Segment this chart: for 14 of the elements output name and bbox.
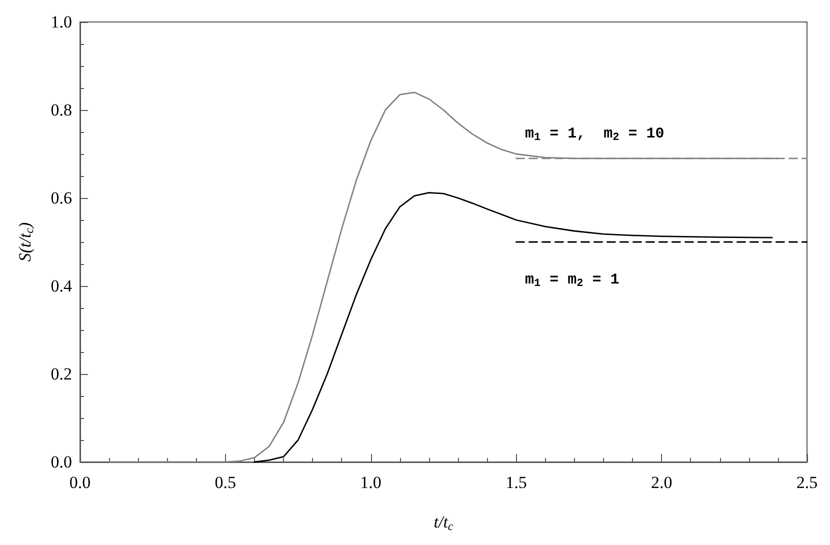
line-series [254,192,773,463]
x-tick-label: 0.5 [214,473,236,492]
x-tick-label: 0.0 [69,473,91,492]
y-tick-label: 0.2 [50,364,72,384]
y-tick-label: 0.8 [50,100,72,120]
x-tick-label: 2.0 [650,473,672,492]
y-tick-label: 0.4 [50,276,72,296]
x-tick-label: 1.5 [506,473,527,492]
x-tick-label: 2.5 [796,473,818,492]
y-tick-label: 0.6 [50,188,72,208]
y-tick-label: 0.0 [50,452,72,472]
x-tick-label: 1.0 [360,473,382,492]
y-tick-label: 1.0 [50,12,72,32]
y-axis-title: S(t/tc) [16,222,36,262]
